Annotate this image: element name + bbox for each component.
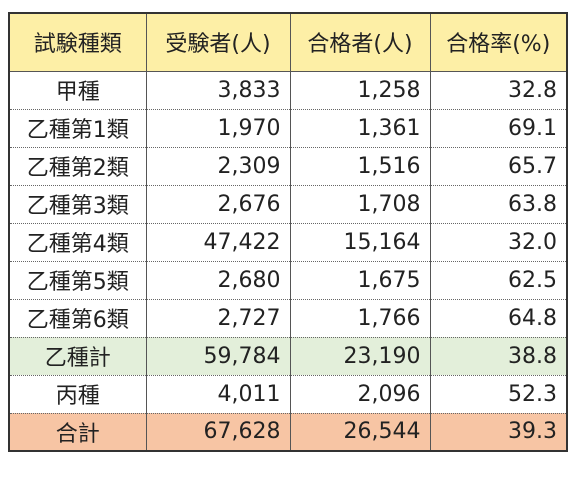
- pass-rate-cell: 62.5: [429, 260, 568, 300]
- header-passers: 合格者(人): [289, 12, 431, 72]
- pass-rate-cell: 32.8: [429, 70, 568, 110]
- exam-type-cell: 乙種第3類: [8, 184, 147, 224]
- passers-cell: 1,708: [289, 184, 431, 224]
- exam-type-cell: 乙種第2類: [8, 146, 147, 186]
- table-row: 乙種第1類 1,970 1,361 69.1: [8, 108, 568, 148]
- passers-cell: 2,096: [289, 374, 431, 414]
- takers-cell: 1,970: [145, 108, 291, 148]
- passers-cell: 1,258: [289, 70, 431, 110]
- exam-type-cell: 乙種第1類: [8, 108, 147, 148]
- table-row: 乙種第6類 2,727 1,766 64.8: [8, 298, 568, 338]
- takers-cell: 2,309: [145, 146, 291, 186]
- takers-cell: 4,011: [145, 374, 291, 414]
- takers-cell: 3,833: [145, 70, 291, 110]
- exam-results-table: 試験種類 受験者(人) 合格者(人) 合格率(%) 甲種 3,833 1,258…: [8, 12, 568, 452]
- table-row: 乙種第3類 2,676 1,708 63.8: [8, 184, 568, 224]
- exam-type-cell: 乙種第4類: [8, 222, 147, 262]
- pass-rate-cell: 64.8: [429, 298, 568, 338]
- table-row: 甲種 3,833 1,258 32.8: [8, 70, 568, 110]
- passers-cell: 1,766: [289, 298, 431, 338]
- header-takers: 受験者(人): [145, 12, 291, 72]
- exam-type-cell: 甲種: [8, 70, 147, 110]
- total-row: 合計 67,628 26,544 39.3: [8, 412, 568, 452]
- takers-cell: 47,422: [145, 222, 291, 262]
- pass-rate-cell: 52.3: [429, 374, 568, 414]
- table-row: 丙種 4,011 2,096 52.3: [8, 374, 568, 414]
- header-exam-type: 試験種類: [8, 12, 147, 72]
- pass-rate-cell: 39.3: [429, 412, 568, 452]
- pass-rate-cell: 65.7: [429, 146, 568, 186]
- exam-type-cell: 合計: [8, 412, 147, 452]
- takers-cell: 67,628: [145, 412, 291, 452]
- passers-cell: 1,516: [289, 146, 431, 186]
- passers-cell: 1,361: [289, 108, 431, 148]
- passers-cell: 1,675: [289, 260, 431, 300]
- passers-cell: 23,190: [289, 336, 431, 376]
- takers-cell: 59,784: [145, 336, 291, 376]
- table-row: 乙種第5類 2,680 1,675 62.5: [8, 260, 568, 300]
- pass-rate-cell: 32.0: [429, 222, 568, 262]
- passers-cell: 26,544: [289, 412, 431, 452]
- takers-cell: 2,676: [145, 184, 291, 224]
- header-row: 試験種類 受験者(人) 合格者(人) 合格率(%): [8, 12, 568, 72]
- passers-cell: 15,164: [289, 222, 431, 262]
- table-body: 甲種 3,833 1,258 32.8 乙種第1類 1,970 1,361 69…: [8, 70, 568, 452]
- takers-cell: 2,727: [145, 298, 291, 338]
- exam-type-cell: 丙種: [8, 374, 147, 414]
- pass-rate-cell: 63.8: [429, 184, 568, 224]
- pass-rate-cell: 38.8: [429, 336, 568, 376]
- header-pass-rate: 合格率(%): [429, 12, 568, 72]
- takers-cell: 2,680: [145, 260, 291, 300]
- table-header: 試験種類 受験者(人) 合格者(人) 合格率(%): [8, 12, 568, 72]
- exam-type-cell: 乙種第5類: [8, 260, 147, 300]
- pass-rate-cell: 69.1: [429, 108, 568, 148]
- exam-type-cell: 乙種計: [8, 336, 147, 376]
- exam-type-cell: 乙種第6類: [8, 298, 147, 338]
- table-row: 乙種第4類 47,422 15,164 32.0: [8, 222, 568, 262]
- subtotal-row: 乙種計 59,784 23,190 38.8: [8, 336, 568, 376]
- table-row: 乙種第2類 2,309 1,516 65.7: [8, 146, 568, 186]
